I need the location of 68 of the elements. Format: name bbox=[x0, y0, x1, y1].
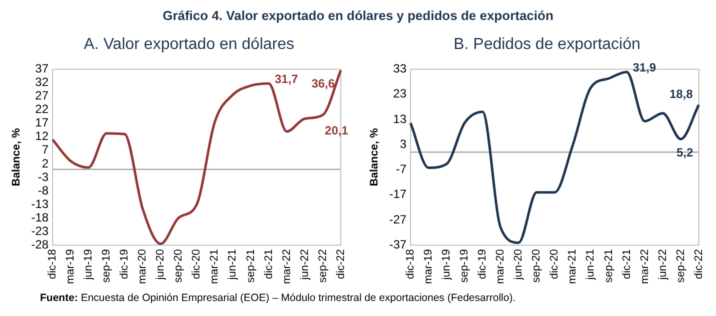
y-tick-label: 27 bbox=[35, 88, 49, 103]
x-tick-label: mar-21 bbox=[566, 249, 579, 284]
y-tick-label: 2 bbox=[42, 156, 49, 170]
x-tick-label: dic-18 bbox=[404, 249, 417, 280]
x-tick-label: dic-19 bbox=[476, 249, 489, 280]
x-tick-label: mar-20 bbox=[136, 249, 149, 284]
y-tick-label: -18 bbox=[31, 210, 49, 224]
y-tick-label: -13 bbox=[31, 196, 49, 211]
y-axis-title: Balance, % bbox=[10, 128, 23, 186]
y-tick-label: 7 bbox=[42, 142, 49, 157]
x-tick-label: dic-21 bbox=[620, 249, 633, 280]
x-tick-label: sep-21 bbox=[244, 249, 257, 283]
y-tick-label: -27 bbox=[389, 212, 407, 226]
text: Gráfico 4. Valor exportado en dólares y pedidos de exportación bbox=[162, 8, 554, 23]
chart-title: B. Pedidos de exportación bbox=[452, 36, 642, 54]
x-tick-label: mar-21 bbox=[208, 249, 221, 284]
x-tick-label: mar-19 bbox=[64, 249, 77, 284]
source-note: Fuente: Encuesta de Opinión Empresarial (EOE) – Módulo trimestral de exportaciones (Fedesarrollo). bbox=[40, 292, 517, 304]
x-tick-label: jun-21 bbox=[584, 249, 597, 281]
data-label: 18,8 bbox=[669, 87, 694, 102]
y-tick-label: -8 bbox=[38, 183, 49, 198]
chart-title: A. Valor exportado en dólares bbox=[82, 36, 296, 54]
y-tick-label: 33 bbox=[393, 62, 407, 76]
y-tick-label: 23 bbox=[393, 86, 407, 101]
x-tick-label: sep-19 bbox=[100, 249, 113, 283]
data-label: 31,9 bbox=[632, 60, 656, 74]
y-tick-label: 17 bbox=[35, 116, 49, 130]
y-tick-label: -7 bbox=[396, 162, 407, 176]
data-label: 5,2 bbox=[676, 145, 694, 160]
y-axis-title: Balance, % bbox=[368, 128, 381, 186]
x-tick-label: jun-21 bbox=[226, 249, 239, 281]
y-tick-label: -17 bbox=[389, 187, 407, 202]
x-tick-label: dic-21 bbox=[262, 249, 275, 280]
x-tick-label: mar-22 bbox=[638, 249, 651, 284]
x-tick-label: sep-22 bbox=[316, 249, 329, 283]
y-tick-label: 12 bbox=[35, 129, 49, 144]
x-tick-label: jun-20 bbox=[154, 249, 167, 281]
x-tick-label: dic-20 bbox=[548, 249, 561, 280]
x-tick-label: mar-19 bbox=[422, 249, 435, 284]
data-label: 36,6 bbox=[311, 76, 336, 91]
x-tick-label: sep-20 bbox=[530, 249, 543, 283]
y-tick-label: 37 bbox=[35, 62, 49, 76]
x-tick-label: dic-22 bbox=[692, 249, 705, 280]
x-tick-label: sep-19 bbox=[458, 249, 471, 283]
x-tick-label: jun-22 bbox=[298, 249, 311, 281]
y-tick-label: -28 bbox=[31, 237, 49, 252]
x-tick-label: dic-18 bbox=[46, 249, 59, 280]
y-tick-label: 3 bbox=[400, 136, 407, 151]
data-label: 31,7 bbox=[274, 72, 298, 86]
y-tick-label: -37 bbox=[389, 237, 407, 252]
x-tick-label: sep-22 bbox=[674, 249, 687, 283]
y-tick-label: -3 bbox=[38, 170, 49, 184]
x-tick-label: jun-20 bbox=[512, 249, 525, 281]
y-tick-label: 22 bbox=[35, 102, 49, 116]
x-tick-label: dic-20 bbox=[190, 249, 203, 280]
x-tick-label: jun-19 bbox=[440, 249, 453, 281]
y-tick-label: 32 bbox=[35, 75, 49, 90]
x-tick-label: sep-21 bbox=[602, 249, 615, 283]
x-tick-label: jun-22 bbox=[656, 249, 669, 281]
x-tick-label: mar-20 bbox=[494, 249, 507, 284]
x-tick-label: jun-19 bbox=[82, 249, 95, 281]
data-label: 20,1 bbox=[324, 123, 348, 138]
x-tick-label: sep-20 bbox=[172, 249, 185, 283]
x-tick-label: dic-22 bbox=[334, 249, 347, 280]
y-tick-label: -23 bbox=[31, 224, 49, 238]
x-tick-label: dic-19 bbox=[118, 249, 131, 280]
x-tick-label: mar-22 bbox=[280, 249, 293, 284]
y-tick-label: 13 bbox=[393, 112, 407, 126]
